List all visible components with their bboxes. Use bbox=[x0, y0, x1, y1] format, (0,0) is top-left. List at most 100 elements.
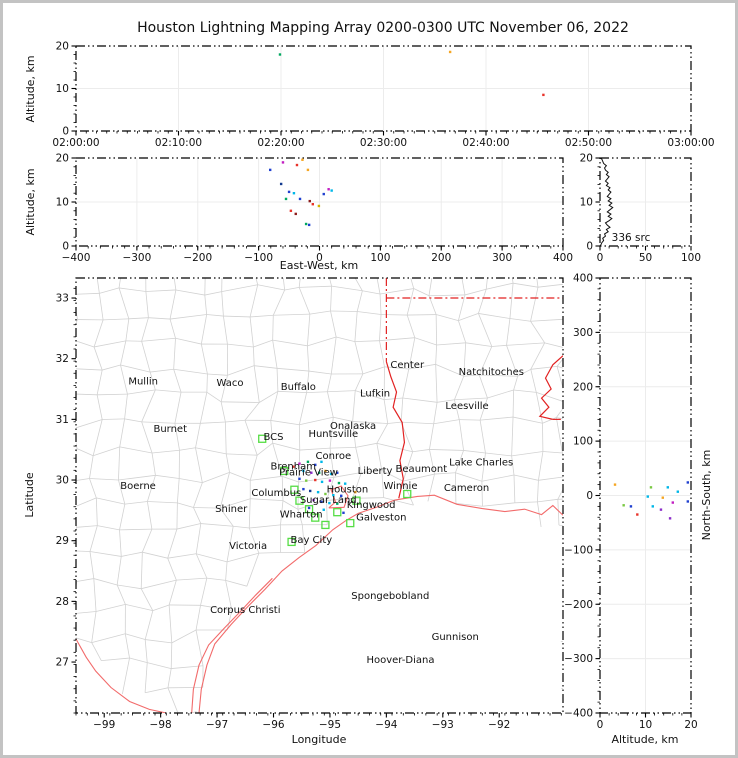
ns-panel-xlabel: Altitude, km bbox=[611, 733, 678, 746]
county-line bbox=[141, 389, 156, 423]
source-point bbox=[336, 502, 339, 505]
city-label: Conroe bbox=[316, 451, 352, 462]
tick-label: 0 bbox=[597, 252, 604, 264]
county-line bbox=[354, 373, 364, 391]
county-line bbox=[309, 310, 331, 315]
county-line bbox=[299, 285, 332, 288]
source-point bbox=[301, 158, 304, 161]
county-line bbox=[119, 529, 122, 557]
county-line bbox=[458, 294, 466, 321]
county-line bbox=[298, 450, 301, 482]
tick-label: −96 bbox=[262, 719, 284, 731]
county-line bbox=[478, 346, 493, 376]
county-line bbox=[352, 421, 388, 424]
source-point bbox=[298, 477, 301, 481]
county-line bbox=[463, 450, 486, 454]
county-line bbox=[401, 421, 434, 425]
county-line bbox=[76, 578, 94, 582]
county-line bbox=[196, 553, 228, 563]
county-line bbox=[583, 391, 592, 422]
source-point bbox=[289, 209, 293, 212]
county-line bbox=[76, 478, 90, 481]
tick-label: 100 bbox=[573, 436, 593, 448]
county-line bbox=[252, 346, 255, 366]
tick-label: 02:20:00 bbox=[257, 137, 304, 149]
county-line bbox=[482, 502, 515, 507]
county-line bbox=[200, 343, 208, 375]
county-line bbox=[250, 314, 274, 318]
county-line bbox=[76, 308, 78, 320]
county-line bbox=[89, 551, 122, 557]
county-line bbox=[491, 344, 507, 347]
county-line bbox=[144, 687, 169, 694]
tick-label: 400 bbox=[573, 273, 593, 285]
county-line bbox=[362, 366, 385, 375]
tick-label: 02:30:00 bbox=[360, 137, 407, 149]
county-line bbox=[250, 475, 283, 481]
county-line bbox=[200, 421, 226, 424]
county-line bbox=[173, 369, 182, 393]
source-point bbox=[292, 192, 296, 195]
source-point bbox=[636, 513, 639, 516]
county-line bbox=[226, 610, 233, 631]
county-line bbox=[253, 339, 273, 348]
county-line bbox=[562, 452, 563, 454]
county-line bbox=[124, 418, 142, 423]
lma-station-marker bbox=[333, 508, 342, 517]
county-line bbox=[542, 417, 557, 424]
county-line bbox=[146, 501, 153, 530]
county-line bbox=[536, 392, 563, 402]
county-line bbox=[152, 449, 180, 454]
source-point bbox=[661, 496, 664, 499]
city-label: Gunnison bbox=[432, 632, 479, 643]
county-line bbox=[144, 610, 154, 640]
county-line bbox=[535, 392, 543, 424]
time-panel-ylabel: Altitude, km bbox=[24, 55, 37, 122]
county-line bbox=[376, 423, 389, 444]
county-line bbox=[103, 318, 129, 321]
county-line bbox=[402, 473, 435, 482]
sabine-river bbox=[385, 361, 406, 499]
source-point bbox=[651, 505, 654, 508]
county-line bbox=[454, 376, 465, 400]
county-line bbox=[233, 525, 250, 529]
county-line bbox=[329, 417, 334, 449]
county-line bbox=[405, 259, 434, 263]
county-line bbox=[352, 390, 356, 422]
tick-label: −92 bbox=[488, 719, 510, 731]
county-line bbox=[93, 578, 118, 586]
county-line bbox=[119, 418, 125, 447]
county-line bbox=[170, 642, 173, 669]
county-line bbox=[127, 389, 156, 395]
county-line bbox=[167, 553, 197, 559]
county-line bbox=[225, 580, 247, 587]
county-line bbox=[379, 314, 382, 341]
county-line bbox=[509, 318, 531, 322]
county-line bbox=[571, 342, 592, 350]
source-point bbox=[312, 498, 315, 502]
tick-label: −93 bbox=[432, 719, 454, 731]
county-line bbox=[119, 528, 152, 531]
city-label: Burnet bbox=[153, 424, 187, 435]
county-line bbox=[221, 284, 258, 292]
source-point bbox=[342, 511, 345, 514]
county-line bbox=[95, 260, 123, 264]
county-line bbox=[204, 278, 206, 296]
source-point bbox=[354, 490, 357, 494]
county-line bbox=[89, 525, 98, 552]
county-line bbox=[226, 453, 258, 456]
county-line bbox=[486, 282, 514, 290]
county-line bbox=[327, 373, 332, 392]
county-line bbox=[225, 580, 233, 611]
tick-label: 10 bbox=[56, 83, 69, 95]
panel-altitude-histogram: 0 50 100 0 10 20 bbox=[580, 153, 701, 265]
county-line bbox=[249, 316, 254, 348]
county-line bbox=[455, 472, 483, 482]
county-line bbox=[124, 394, 128, 419]
county-line bbox=[119, 504, 126, 530]
county-line bbox=[536, 278, 539, 288]
county-line bbox=[352, 497, 384, 499]
city-label: Brenham bbox=[271, 462, 316, 473]
county-line bbox=[544, 342, 563, 348]
county-line bbox=[193, 507, 221, 509]
